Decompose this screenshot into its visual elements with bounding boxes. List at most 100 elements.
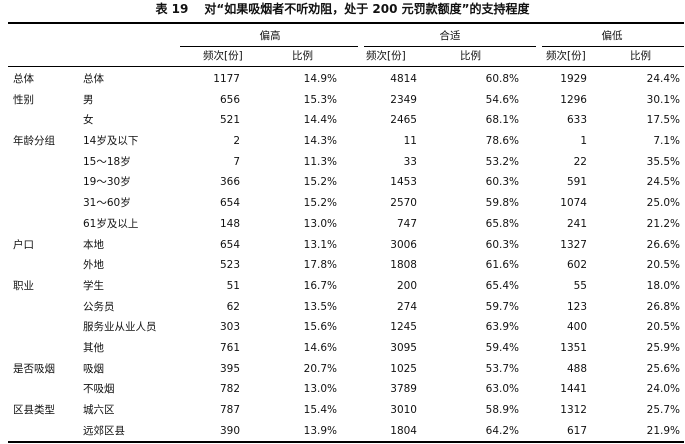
row-category: 职业 bbox=[13, 279, 34, 292]
row-category: 年龄分组 bbox=[13, 135, 55, 148]
row-subcategory: 其他 bbox=[83, 341, 104, 354]
cell-ratio-low: 21.9% bbox=[646, 424, 680, 437]
row-category: 是否吸烟 bbox=[13, 362, 55, 375]
col-header-freq-high: 频次[份] bbox=[203, 50, 243, 62]
cell-freq-suitable: 1808 bbox=[390, 259, 417, 272]
row-subcategory: 服务业从业人员 bbox=[83, 321, 157, 334]
cell-freq-high: 390 bbox=[219, 424, 240, 437]
cell-ratio-high: 15.2% bbox=[303, 176, 337, 189]
cell-freq-suitable: 1804 bbox=[390, 424, 417, 437]
cell-ratio-suitable: 53.7% bbox=[485, 362, 519, 375]
cell-ratio-suitable: 65.4% bbox=[485, 279, 519, 292]
cell-ratio-low: 24.5% bbox=[646, 176, 680, 189]
cell-freq-low: 633 bbox=[566, 114, 587, 127]
cell-freq-low: 123 bbox=[566, 300, 587, 313]
cell-freq-low: 1351 bbox=[560, 341, 587, 354]
row-subcategory: 31～60岁 bbox=[83, 197, 131, 210]
table-row: 性别 男 656 15.3% 2349 54.6% 1296 30.1% bbox=[0, 90, 685, 111]
cell-freq-suitable: 2349 bbox=[390, 93, 417, 106]
cell-freq-high: 395 bbox=[219, 362, 240, 375]
cell-ratio-high: 13.1% bbox=[303, 238, 337, 251]
cell-freq-low: 22 bbox=[573, 155, 587, 168]
row-subcategory: 14岁及以下 bbox=[83, 135, 139, 148]
cell-ratio-high: 15.4% bbox=[303, 404, 337, 416]
group-header-high: 偏高 bbox=[259, 30, 281, 42]
row-category: 总体 bbox=[13, 73, 34, 85]
cell-ratio-suitable: 60.3% bbox=[485, 176, 519, 189]
row-category: 户口 bbox=[13, 238, 34, 251]
cell-freq-suitable: 1453 bbox=[390, 176, 417, 189]
cell-freq-high: 62 bbox=[226, 300, 240, 313]
cell-freq-low: 1441 bbox=[560, 383, 587, 396]
col-header-ratio-low: 比例 bbox=[630, 50, 651, 62]
cell-ratio-low: 7.1% bbox=[653, 135, 680, 148]
table-row: 户口 本地 654 13.1% 3006 60.3% 1327 26.6% bbox=[0, 235, 685, 256]
cell-freq-suitable: 4814 bbox=[390, 73, 417, 85]
cell-freq-suitable: 3095 bbox=[390, 341, 417, 354]
group-underline-high bbox=[180, 46, 358, 47]
group-underline-suitable bbox=[364, 46, 536, 47]
table-row: 不吸烟 782 13.0% 3789 63.0% 1441 24.0% bbox=[0, 379, 685, 400]
cell-freq-low: 55 bbox=[573, 279, 587, 292]
cell-freq-suitable: 2465 bbox=[390, 114, 417, 127]
cell-ratio-suitable: 59.7% bbox=[485, 300, 519, 313]
cell-freq-low: 1327 bbox=[560, 238, 587, 251]
cell-freq-low: 617 bbox=[566, 424, 587, 437]
cell-freq-high: 7 bbox=[233, 155, 240, 168]
cell-ratio-suitable: 78.6% bbox=[485, 135, 519, 148]
row-category: 性别 bbox=[13, 93, 34, 106]
cell-freq-low: 1 bbox=[580, 135, 587, 148]
cell-ratio-low: 20.5% bbox=[646, 259, 680, 272]
cell-freq-high: 148 bbox=[219, 217, 240, 230]
cell-freq-low: 241 bbox=[566, 217, 587, 230]
table-row: 服务业从业人员 303 15.6% 1245 63.9% 400 20.5% bbox=[0, 317, 685, 338]
row-subcategory: 外地 bbox=[83, 259, 104, 272]
group-header-low: 偏低 bbox=[601, 30, 623, 42]
row-subcategory: 学生 bbox=[83, 279, 104, 292]
cell-ratio-high: 14.6% bbox=[303, 341, 337, 354]
table-row: 总体 总体 1177 14.9% 4814 60.8% 1929 24.4% bbox=[0, 69, 685, 90]
cell-ratio-low: 26.6% bbox=[646, 238, 680, 251]
cell-freq-high: 366 bbox=[219, 176, 240, 189]
cell-freq-low: 591 bbox=[566, 176, 587, 189]
cell-ratio-low: 35.5% bbox=[646, 155, 680, 168]
cell-ratio-high: 15.2% bbox=[303, 197, 337, 210]
cell-freq-high: 656 bbox=[219, 93, 240, 106]
row-subcategory: 公务员 bbox=[83, 300, 115, 313]
row-subcategory: 19～30岁 bbox=[83, 176, 131, 189]
cell-freq-suitable: 200 bbox=[396, 279, 417, 292]
cell-ratio-suitable: 60.8% bbox=[485, 73, 519, 85]
cell-freq-high: 782 bbox=[219, 383, 240, 396]
cell-freq-suitable: 3006 bbox=[390, 238, 417, 251]
table-caption: 对“如果吸烟者不听劝阻，处于 200 元罚款额度”的支持程度 bbox=[204, 2, 530, 16]
cell-freq-low: 1074 bbox=[560, 197, 587, 210]
col-header-ratio-suitable: 比例 bbox=[460, 50, 481, 62]
cell-ratio-high: 15.3% bbox=[303, 93, 337, 106]
table-body: 总体 总体 1177 14.9% 4814 60.8% 1929 24.4% 性别 男 656 15.… bbox=[0, 69, 685, 441]
cell-freq-low: 602 bbox=[566, 259, 587, 272]
row-subcategory: 女 bbox=[83, 114, 94, 127]
cell-ratio-suitable: 58.9% bbox=[485, 404, 519, 416]
row-subcategory: 不吸烟 bbox=[83, 383, 115, 396]
table-row: 31～60岁 654 15.2% 2570 59.8% 1074 25.0% bbox=[0, 193, 685, 214]
cell-ratio-low: 25.9% bbox=[646, 341, 680, 354]
row-subcategory: 城六区 bbox=[83, 404, 115, 416]
table-top-rule bbox=[8, 22, 684, 24]
cell-ratio-low: 17.5% bbox=[646, 114, 680, 127]
cell-ratio-low: 25.0% bbox=[646, 197, 680, 210]
cell-ratio-suitable: 68.1% bbox=[485, 114, 519, 127]
table-row: 19～30岁 366 15.2% 1453 60.3% 591 24.5% bbox=[0, 172, 685, 193]
cell-freq-high: 654 bbox=[219, 197, 240, 210]
cell-ratio-low: 26.8% bbox=[646, 300, 680, 313]
cell-freq-high: 2 bbox=[233, 135, 240, 148]
row-subcategory: 61岁及以上 bbox=[83, 217, 139, 230]
cell-ratio-high: 14.3% bbox=[303, 135, 337, 148]
cell-freq-suitable: 274 bbox=[396, 300, 417, 313]
cell-freq-high: 1177 bbox=[213, 73, 240, 85]
cell-ratio-high: 13.5% bbox=[303, 300, 337, 313]
col-header-freq-suitable: 频次[份] bbox=[366, 50, 406, 62]
cell-ratio-low: 24.0% bbox=[646, 383, 680, 396]
cell-freq-suitable: 2570 bbox=[390, 197, 417, 210]
cell-ratio-high: 13.9% bbox=[303, 424, 337, 437]
cell-ratio-low: 20.5% bbox=[646, 321, 680, 334]
